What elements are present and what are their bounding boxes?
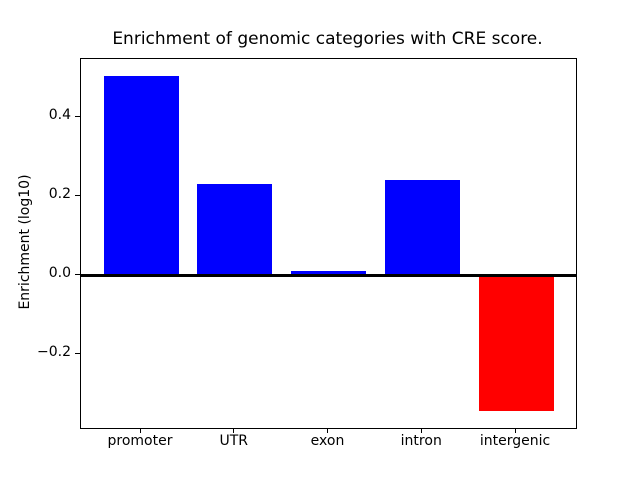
x-tick-mark xyxy=(327,428,328,433)
bar-UTR xyxy=(197,184,273,276)
bar-promoter xyxy=(103,75,179,276)
y-tick-mark xyxy=(75,194,80,196)
y-tick-label: −0.2 xyxy=(37,344,71,360)
bar-intergenic xyxy=(478,275,554,412)
y-tick-label: 0.0 xyxy=(48,265,71,282)
x-tick-label-intergenic: intergenic xyxy=(479,433,551,449)
bar-exon xyxy=(291,271,366,276)
zero-line xyxy=(81,273,576,277)
chart-title: Enrichment of genomic categories with CR… xyxy=(112,29,543,49)
x-tick-mark xyxy=(233,428,235,433)
x-tick-label-intron: intron xyxy=(400,433,442,449)
y-tick-mark xyxy=(75,115,80,117)
x-tick-mark xyxy=(139,428,141,433)
x-tick-label-UTR: UTR xyxy=(219,433,249,449)
x-tick-label-exon: exon xyxy=(310,433,345,449)
y-tick-mark xyxy=(75,352,80,354)
plot-area xyxy=(80,58,577,429)
y-tick-label: 0.2 xyxy=(48,186,71,203)
bar-intron xyxy=(384,180,460,276)
x-tick-label-promoter: promoter xyxy=(107,433,173,449)
y-tick-label: 0.4 xyxy=(48,107,71,124)
y-tick-mark xyxy=(75,273,80,275)
x-tick-mark xyxy=(420,428,422,433)
x-tick-mark xyxy=(514,428,516,433)
